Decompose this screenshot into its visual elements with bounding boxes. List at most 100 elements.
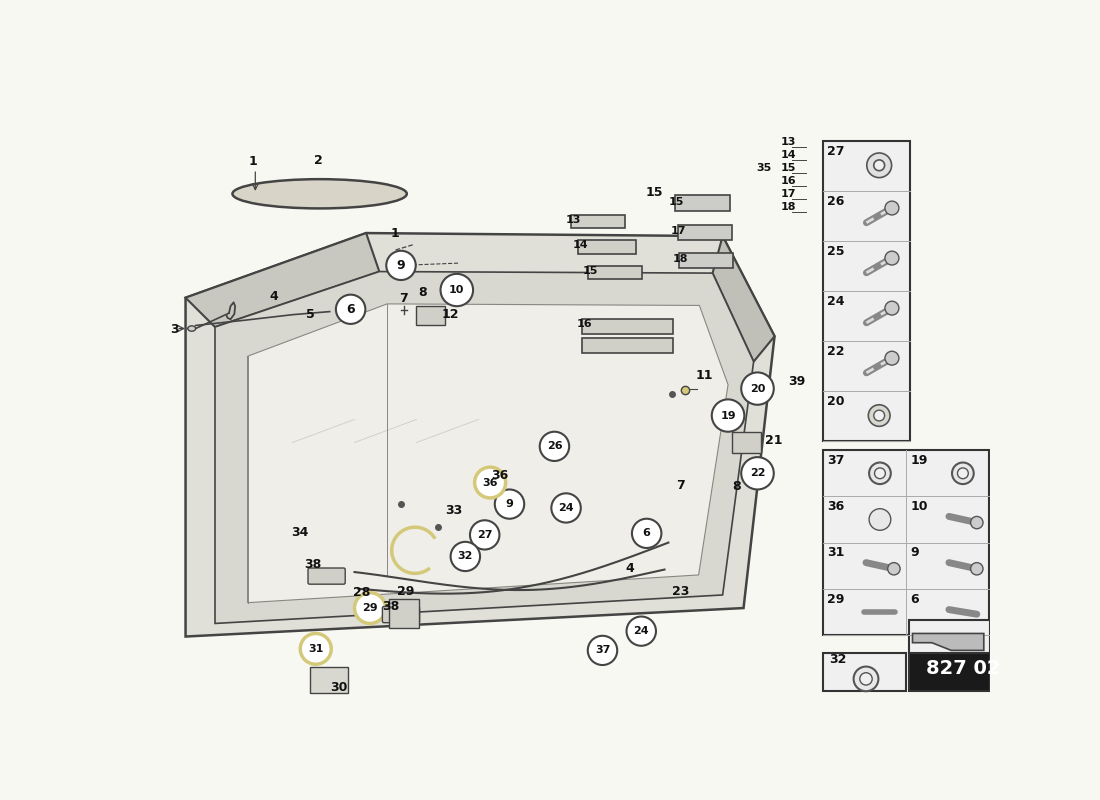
Text: 36: 36	[827, 500, 845, 514]
Polygon shape	[186, 233, 774, 637]
Text: 12: 12	[441, 308, 459, 321]
Polygon shape	[248, 304, 728, 602]
Text: 6: 6	[346, 302, 355, 316]
FancyBboxPatch shape	[308, 568, 345, 584]
Text: 1: 1	[249, 155, 257, 168]
Circle shape	[873, 410, 884, 421]
Circle shape	[386, 250, 416, 280]
Circle shape	[451, 542, 480, 571]
Text: 25: 25	[827, 245, 845, 258]
Circle shape	[952, 462, 974, 484]
Text: 10: 10	[449, 285, 464, 295]
Circle shape	[854, 666, 879, 691]
Text: 6: 6	[642, 528, 650, 538]
Text: 39: 39	[789, 374, 805, 388]
Text: 7: 7	[676, 478, 685, 492]
Circle shape	[440, 274, 473, 306]
Bar	[824, 653, 905, 691]
Text: 3: 3	[170, 323, 178, 336]
Text: 19: 19	[910, 454, 927, 467]
Polygon shape	[214, 271, 754, 623]
Text: 1: 1	[390, 227, 399, 240]
Circle shape	[627, 617, 656, 646]
Circle shape	[869, 462, 891, 484]
Text: 37: 37	[595, 646, 610, 655]
Text: 18: 18	[781, 202, 796, 212]
Circle shape	[741, 373, 773, 405]
Text: 35: 35	[756, 163, 771, 174]
Polygon shape	[186, 233, 380, 327]
Circle shape	[886, 251, 899, 265]
Bar	[824, 450, 989, 635]
Text: 6: 6	[910, 593, 918, 606]
Text: 38: 38	[383, 599, 399, 613]
Text: 20: 20	[827, 394, 845, 408]
Ellipse shape	[188, 326, 196, 331]
Text: 2: 2	[315, 154, 323, 166]
Text: 9: 9	[506, 499, 514, 509]
Circle shape	[551, 494, 581, 522]
Text: 24: 24	[559, 503, 574, 513]
Bar	[909, 620, 990, 653]
Text: 29: 29	[362, 603, 377, 613]
Text: 19: 19	[720, 410, 736, 421]
Text: 15: 15	[669, 197, 684, 206]
Circle shape	[587, 636, 617, 665]
Circle shape	[470, 520, 499, 550]
FancyBboxPatch shape	[383, 606, 419, 622]
Text: 23: 23	[672, 585, 690, 598]
Text: 29: 29	[827, 593, 845, 606]
Text: 36: 36	[491, 470, 508, 482]
Text: 29: 29	[397, 585, 415, 598]
Polygon shape	[913, 634, 983, 650]
Text: 14: 14	[781, 150, 796, 160]
Text: 7: 7	[399, 292, 408, 306]
Text: parts since 1985: parts since 1985	[346, 383, 730, 544]
Text: 15: 15	[582, 266, 597, 276]
Circle shape	[970, 562, 983, 575]
Text: 22: 22	[750, 468, 766, 478]
Circle shape	[631, 518, 661, 548]
Circle shape	[868, 405, 890, 426]
Circle shape	[867, 153, 892, 178]
Text: 34: 34	[292, 526, 308, 539]
Circle shape	[741, 457, 773, 490]
Circle shape	[354, 593, 385, 623]
Text: 31: 31	[827, 546, 845, 559]
FancyBboxPatch shape	[389, 599, 419, 628]
Circle shape	[957, 468, 968, 478]
Text: 4: 4	[626, 562, 635, 575]
Text: 9: 9	[910, 546, 918, 559]
Text: 22: 22	[827, 345, 845, 358]
Text: eurobob: eurobob	[231, 350, 521, 494]
Text: 20: 20	[750, 383, 766, 394]
Text: 827 02: 827 02	[926, 658, 1001, 678]
Text: 15: 15	[781, 162, 796, 173]
Text: 38: 38	[304, 558, 321, 571]
Text: 14: 14	[573, 241, 588, 250]
Text: 15: 15	[645, 186, 662, 199]
FancyBboxPatch shape	[675, 195, 729, 210]
Circle shape	[540, 432, 569, 461]
Text: 28: 28	[353, 586, 371, 599]
Text: 26: 26	[547, 442, 562, 451]
Text: 36: 36	[483, 478, 498, 487]
Circle shape	[495, 490, 525, 518]
FancyBboxPatch shape	[582, 318, 673, 334]
Text: 8: 8	[418, 286, 427, 299]
Text: 9: 9	[397, 259, 405, 272]
Circle shape	[886, 351, 899, 365]
Text: 30: 30	[330, 682, 348, 694]
Text: 17: 17	[781, 189, 796, 199]
Text: 18: 18	[672, 254, 688, 264]
Text: 13: 13	[565, 215, 581, 225]
Text: 27: 27	[477, 530, 493, 540]
FancyBboxPatch shape	[582, 338, 673, 353]
Circle shape	[869, 509, 891, 530]
Circle shape	[474, 467, 506, 498]
Text: 8: 8	[732, 480, 740, 494]
FancyBboxPatch shape	[587, 266, 642, 279]
FancyBboxPatch shape	[579, 240, 636, 254]
Polygon shape	[713, 236, 774, 362]
Text: 10: 10	[910, 500, 927, 514]
